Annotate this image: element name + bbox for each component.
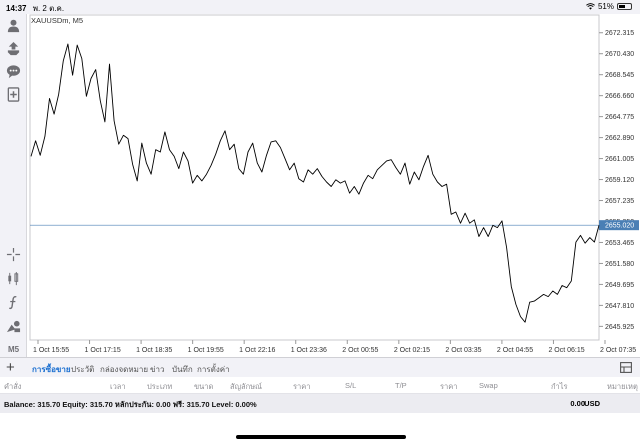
x-tick-label: 1 Oct 19:55 bbox=[188, 347, 224, 354]
y-tick-label: 2662.890 bbox=[605, 135, 634, 142]
chart-symbol-title: XAUUSDm, M5 bbox=[31, 16, 84, 25]
add-document-icon[interactable] bbox=[5, 86, 22, 103]
x-tick-label: 1 Oct 15:55 bbox=[33, 347, 69, 354]
tab-news[interactable]: ข่าว bbox=[150, 365, 165, 374]
layout-icon[interactable] bbox=[620, 362, 632, 373]
empty-orders-area bbox=[0, 413, 640, 447]
plot-frame bbox=[29, 14, 600, 341]
current-price-label: 2655.020 bbox=[605, 223, 634, 230]
x-tick-label: 2 Oct 03:35 bbox=[445, 347, 481, 354]
left-toolbar: M5 bbox=[0, 14, 27, 357]
tab-settings[interactable]: การตั้งค่า bbox=[197, 365, 230, 374]
x-tick-label: 2 Oct 04:55 bbox=[497, 347, 533, 354]
balance-summary: Balance: 315.70 Equity: 315.70 หลักประกั… bbox=[4, 400, 257, 409]
function-icon[interactable] bbox=[5, 294, 22, 311]
x-tick-label: 2 Oct 02:15 bbox=[394, 347, 430, 354]
y-tick-label: 2653.465 bbox=[605, 240, 634, 247]
tab-trade[interactable]: การซื้อขาย bbox=[32, 365, 71, 374]
y-tick-label: 2670.430 bbox=[605, 51, 634, 58]
battery-percent: 51% bbox=[597, 2, 614, 11]
timeframe-label: M5 bbox=[7, 345, 20, 354]
col-symbol[interactable]: สัญลักษณ์ bbox=[230, 382, 263, 391]
y-tick-label: 2666.660 bbox=[605, 93, 634, 100]
candles-icon[interactable] bbox=[5, 270, 22, 287]
col-current-price[interactable]: ราคา bbox=[440, 382, 458, 391]
timeframe-button[interactable]: M5 bbox=[5, 341, 22, 358]
person-icon[interactable] bbox=[5, 17, 22, 34]
status-time: 14:37 bbox=[6, 4, 27, 13]
balance-bar: Balance: 315.70 Equity: 315.70 หลักประกั… bbox=[0, 394, 640, 413]
home-indicator[interactable] bbox=[236, 435, 406, 439]
x-tick-label: 2 Oct 06:15 bbox=[548, 347, 584, 354]
battery-icon bbox=[617, 3, 632, 10]
x-tick-label: 1 Oct 17:15 bbox=[85, 347, 121, 354]
trade-arrows-icon[interactable] bbox=[5, 40, 22, 57]
plus-icon[interactable]: + bbox=[6, 359, 15, 376]
objects-icon[interactable] bbox=[5, 318, 22, 335]
status-date: พ. 2 ต.ค. bbox=[32, 4, 65, 13]
chat-bubble-icon[interactable] bbox=[5, 63, 22, 80]
col-order[interactable]: คำสั่ง bbox=[4, 382, 22, 391]
col-type[interactable]: ประเภท bbox=[147, 382, 173, 391]
y-tick-label: 2672.315 bbox=[605, 30, 634, 37]
x-tick-label: 2 Oct 00:55 bbox=[342, 347, 378, 354]
col-profit[interactable]: กำไร bbox=[551, 382, 568, 391]
col-price[interactable]: ราคา bbox=[293, 382, 311, 391]
terminal-tab-bar: + การซื้อขาย ประวัติ กล่องจดหมาย ข่าว บั… bbox=[0, 357, 640, 377]
y-tick-label: 2657.235 bbox=[605, 198, 634, 205]
tab-journal[interactable]: บันทึก bbox=[172, 365, 193, 374]
y-tick-label: 2647.810 bbox=[605, 303, 634, 310]
wifi-icon bbox=[586, 3, 595, 10]
orders-table-header: คำสั่ง เวลา ประเภท ขนาด สัญลักษณ์ ราคา S… bbox=[0, 377, 640, 394]
col-size[interactable]: ขนาด bbox=[194, 382, 214, 391]
chart-area[interactable]: XAUUSDm, M5 2672.315 2670.430 2668.545 2666… bbox=[27, 14, 640, 357]
tab-history[interactable]: ประวัติ bbox=[71, 365, 95, 374]
col-comment[interactable]: หมายเหตุ bbox=[607, 382, 638, 391]
col-sl[interactable]: S/L bbox=[345, 381, 357, 390]
y-tick-label: 2651.580 bbox=[605, 261, 634, 268]
current-price-tag bbox=[599, 220, 639, 231]
col-swap[interactable]: Swap bbox=[479, 381, 498, 390]
tab-mailbox[interactable]: กล่องจดหมาย bbox=[100, 365, 149, 374]
col-tp[interactable]: T/P bbox=[395, 381, 407, 390]
col-time[interactable]: เวลา bbox=[110, 382, 126, 391]
y-tick-label: 2649.695 bbox=[605, 282, 634, 289]
y-tick-label: 2668.545 bbox=[605, 72, 634, 79]
y-tick-label: 2661.005 bbox=[605, 156, 634, 163]
y-tick-label: 2659.120 bbox=[605, 177, 634, 184]
crosshair-icon[interactable] bbox=[5, 246, 22, 263]
account-currency: USD bbox=[584, 399, 600, 408]
x-tick-label: 1 Oct 23:36 bbox=[291, 347, 327, 354]
y-tick-label: 2645.925 bbox=[605, 324, 634, 331]
x-tick-label: 2 Oct 07:35 bbox=[600, 347, 636, 354]
total-profit: 0.00 bbox=[570, 399, 585, 408]
y-tick-label: 2664.775 bbox=[605, 114, 634, 121]
price-chart[interactable]: 2672.315 2670.430 2668.545 2666.660 2664.775… bbox=[27, 14, 640, 357]
price-series-line bbox=[30, 43, 600, 323]
x-tick-label: 1 Oct 22:16 bbox=[239, 347, 275, 354]
status-bar: 14:37 พ. 2 ต.ค. 51% bbox=[0, 0, 640, 14]
x-tick-label: 1 Oct 18:35 bbox=[136, 347, 172, 354]
